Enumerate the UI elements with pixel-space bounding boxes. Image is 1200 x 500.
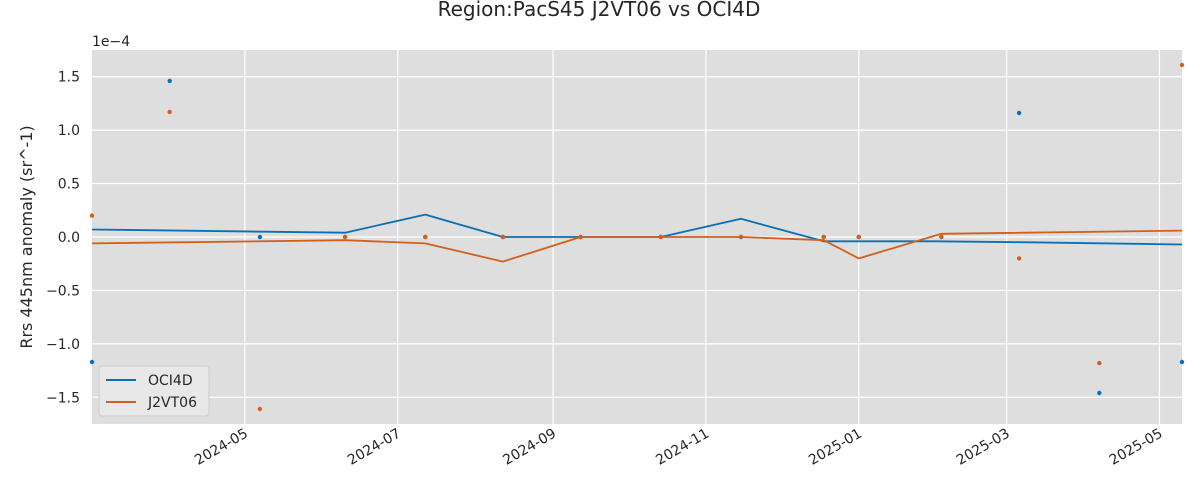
data-point-j2vt06 <box>578 234 583 240</box>
x-tick-label: 2025-03 <box>954 426 1013 469</box>
data-point-j2vt06 <box>342 234 348 240</box>
data-point-oci4d <box>1179 359 1185 365</box>
data-point-j2vt06 <box>821 234 826 240</box>
y-tick-label: 0.0 <box>58 230 80 246</box>
legend-label-j2vt06: J2VT06 <box>147 395 197 411</box>
data-point-j2vt06 <box>1097 360 1102 366</box>
data-point-j2vt06 <box>738 234 744 240</box>
legend-label-oci4d: OCI4D <box>148 373 193 389</box>
x-tick-label: 2024-07 <box>345 426 404 469</box>
x-tick-label: 2024-05 <box>192 426 251 469</box>
y-axis-label: Rrs 445nm anomaly (sr^-1) <box>17 125 36 348</box>
data-point-j2vt06 <box>856 234 861 240</box>
y-tick-label: −1.0 <box>46 337 80 353</box>
data-point-oci4d <box>167 78 172 84</box>
data-point-j2vt06 <box>89 213 95 218</box>
data-point-oci4d <box>257 234 263 240</box>
data-point-j2vt06 <box>257 406 263 412</box>
data-point-j2vt06 <box>423 234 428 240</box>
legend-box <box>98 365 210 417</box>
data-point-j2vt06 <box>500 234 506 240</box>
y-tick-label: 1.5 <box>58 70 80 86</box>
data-point-oci4d <box>1016 110 1022 116</box>
y-tick-label: 0.5 <box>58 177 80 193</box>
y-tick-label: −1.5 <box>46 390 80 406</box>
y-tick-label: 1.0 <box>58 123 80 139</box>
data-point-j2vt06 <box>1179 62 1185 68</box>
x-tick-label: 2024-11 <box>653 426 712 469</box>
x-tick-label: 2025-05 <box>1107 426 1166 469</box>
y-scale-label: 1e−4 <box>92 34 130 50</box>
data-point-j2vt06 <box>1016 256 1022 261</box>
data-point-j2vt06 <box>939 234 944 240</box>
x-tick-label: 2025-01 <box>806 426 865 469</box>
chart-title: Region:PacS45 J2VT06 vs OCI4D <box>438 0 761 21</box>
data-point-j2vt06 <box>658 234 663 240</box>
y-axis: −1.5 −1.0 −0.5 0.0 0.5 1.0 1.5 <box>46 70 80 407</box>
y-tick-label: −0.5 <box>46 283 80 299</box>
data-point-j2vt06 <box>167 109 172 115</box>
legend: OCI4D J2VT06 <box>98 365 210 417</box>
data-point-oci4d <box>89 359 95 365</box>
data-point-oci4d <box>1097 390 1102 396</box>
x-axis: 2024-05 2024-07 2024-09 2024-11 2025-01 2025-… <box>192 426 1165 469</box>
series-points <box>89 62 1185 412</box>
x-tick-label: 2024-09 <box>500 426 559 469</box>
